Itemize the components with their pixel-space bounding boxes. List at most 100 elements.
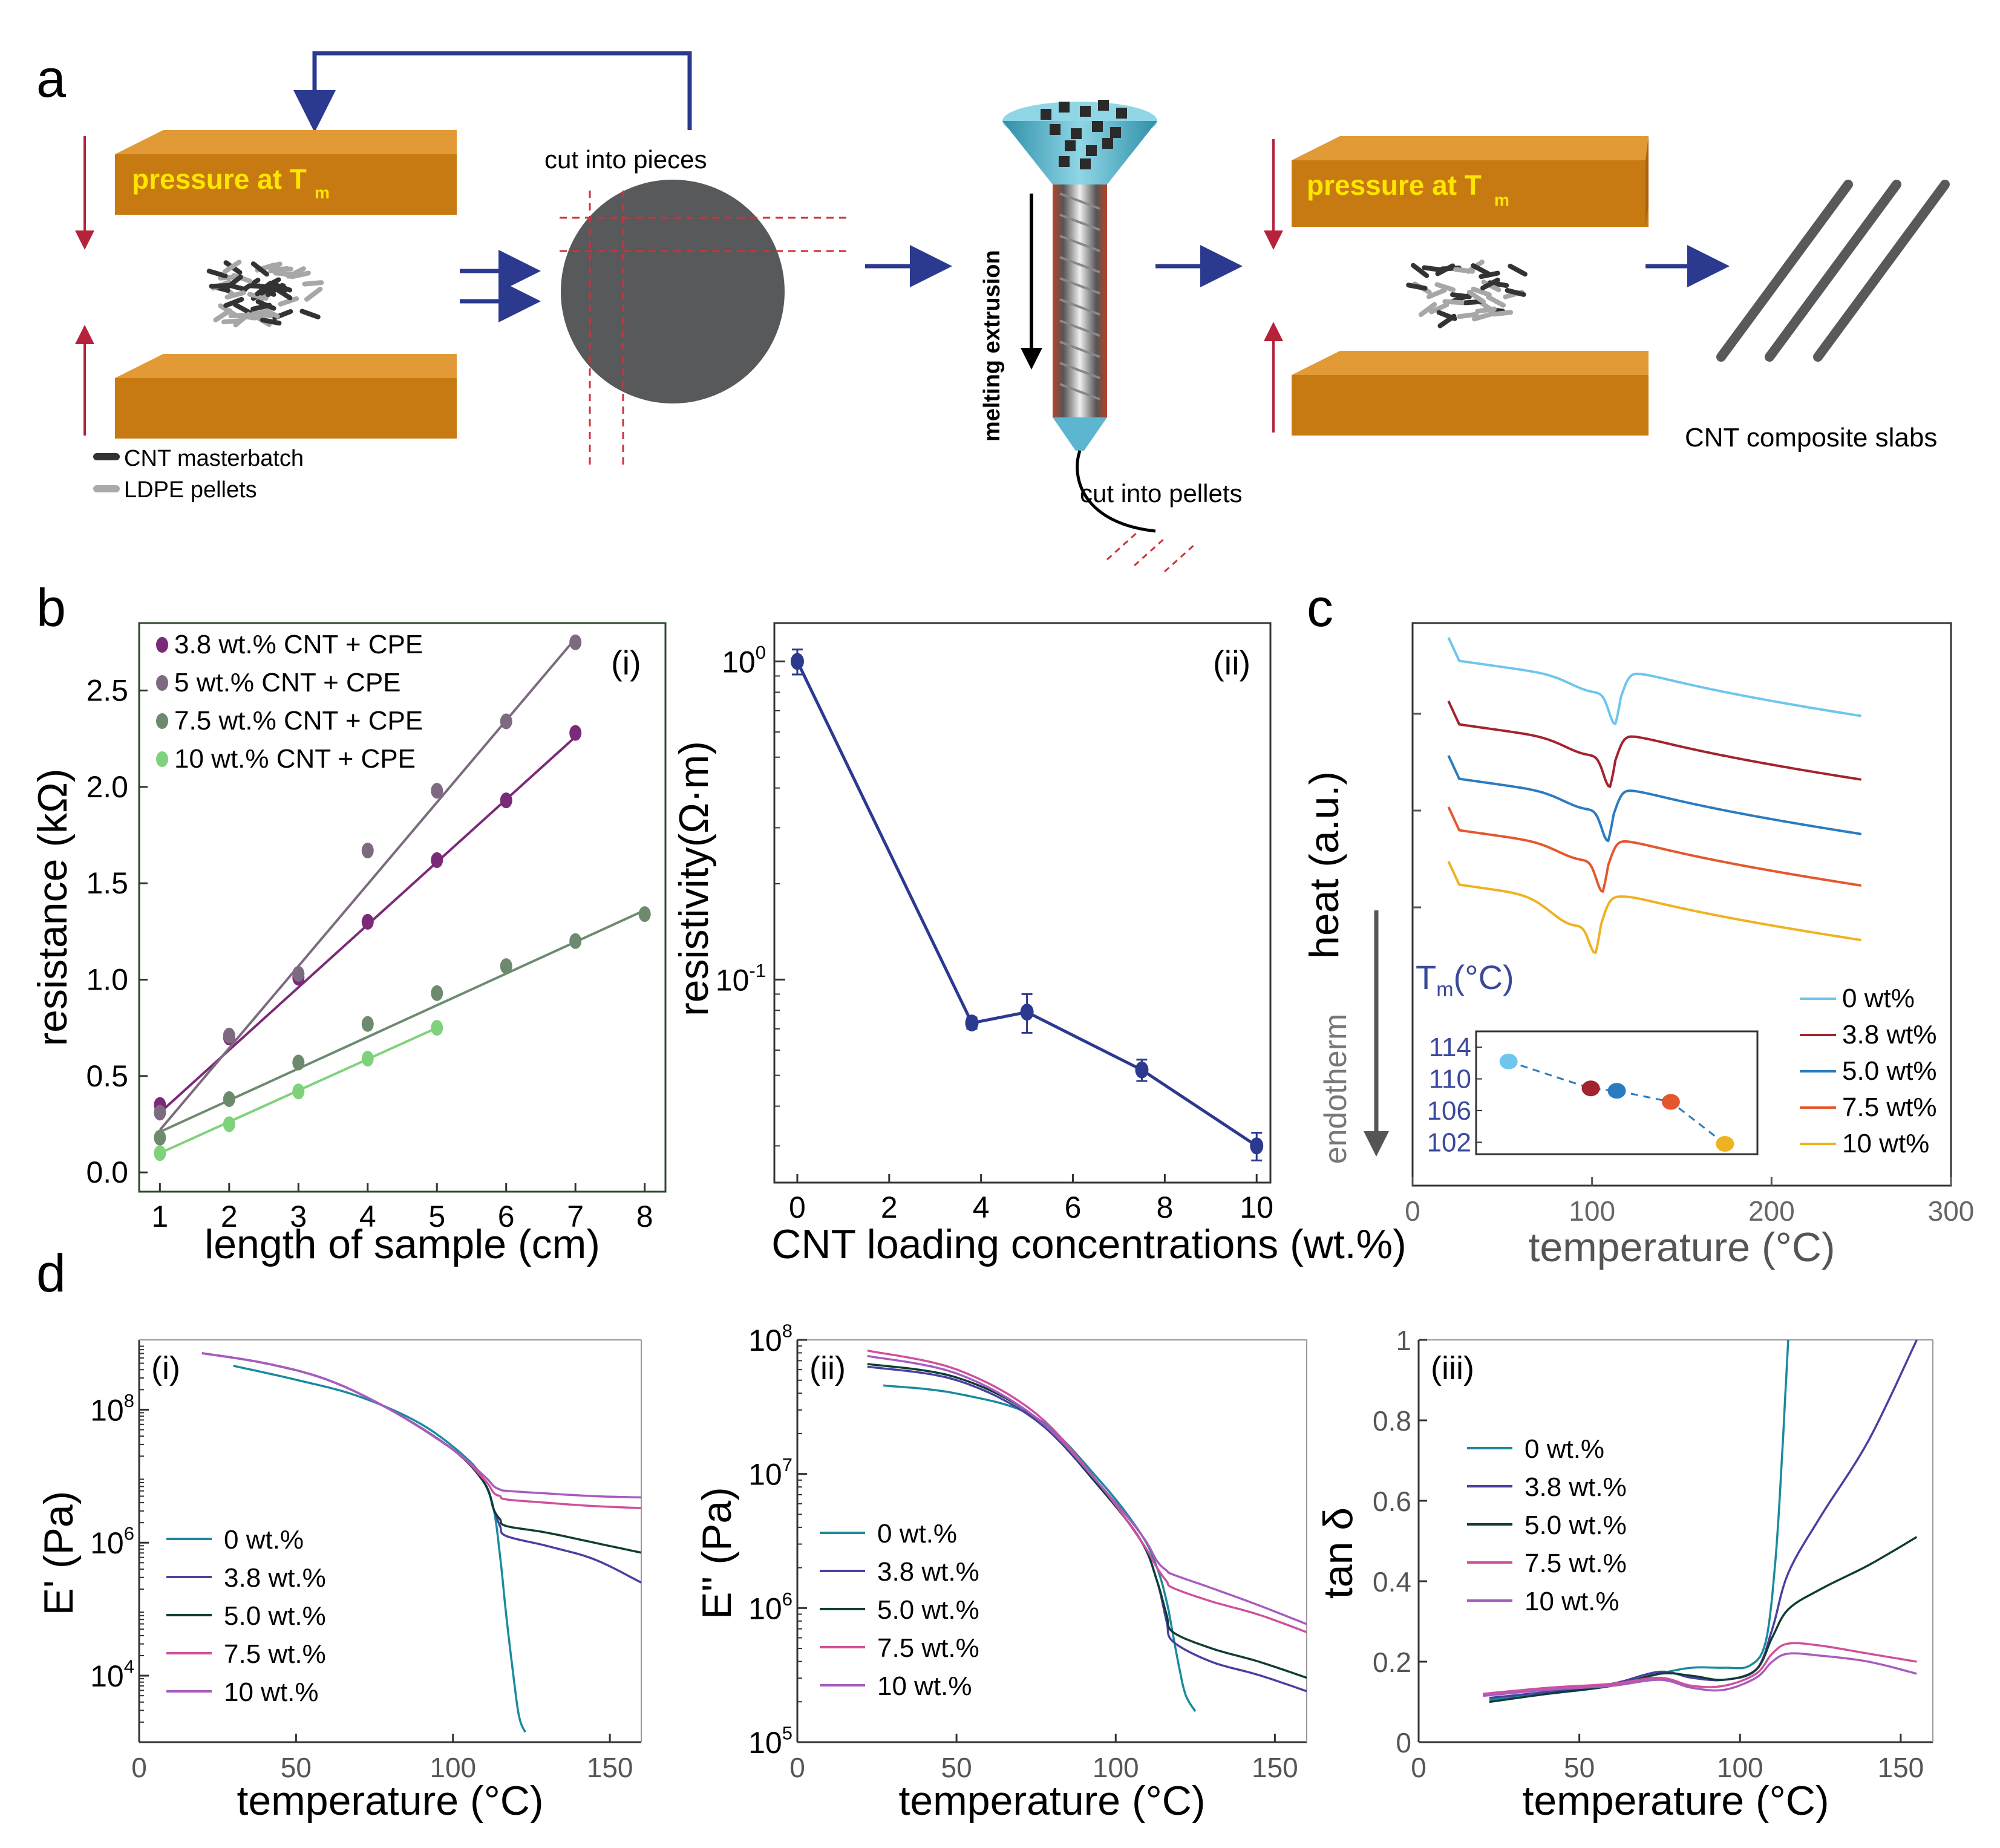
legend-label: 0 wt.% <box>224 1525 304 1555</box>
x-tick-label: 150 <box>1878 1752 1924 1783</box>
data-point <box>154 1105 166 1121</box>
composite-slabs <box>1716 180 1950 362</box>
y-tick-label: 2.5 <box>86 674 128 708</box>
cut-into-pellets-label: cut into pellets <box>1080 479 1243 508</box>
panel-label-b: b <box>36 578 66 638</box>
x-tick-label: 1 <box>151 1200 168 1233</box>
curves <box>201 1352 641 1733</box>
pellet <box>260 317 282 326</box>
data-point <box>223 1091 235 1108</box>
x-tick-label: 5 <box>428 1200 445 1233</box>
funnel-pellets <box>1041 100 1127 169</box>
y-axis-label: E' (Pa) <box>36 1491 82 1616</box>
plot-frame <box>1411 622 1952 1187</box>
funnel-pellet <box>1110 127 1121 138</box>
x-tick-label: 150 <box>1252 1752 1298 1783</box>
y-tick-label-exp: 6 <box>124 1523 134 1544</box>
pellet <box>278 296 299 307</box>
pellet-pile-right <box>1406 260 1528 328</box>
y-tick-label-exp: -1 <box>749 960 766 981</box>
funnel-pellet <box>1092 121 1103 132</box>
dsc-curve <box>1447 637 1862 725</box>
pellet <box>1426 287 1447 299</box>
pellet <box>1406 282 1428 291</box>
x-axis-label: temperature (°C) <box>898 1778 1205 1824</box>
cut-into-pieces-label: cut into pieces <box>544 145 707 174</box>
pellet <box>257 283 276 297</box>
y-tick-label: 0.2 <box>1373 1647 1411 1678</box>
y-tick-label-exp: 8 <box>124 1390 134 1411</box>
inset-title-unit: (°C) <box>1454 958 1514 996</box>
y-tick-label-exp: 0 <box>756 642 766 663</box>
pellet-pile-left <box>206 260 324 328</box>
data-point <box>223 1027 235 1043</box>
data-point <box>292 1083 305 1100</box>
y-tick-label: 0.4 <box>1373 1566 1411 1598</box>
x-axis-label: temperature (°C) <box>237 1778 543 1824</box>
funnel-pellet <box>1086 145 1097 156</box>
x-axis-label: temperature (°C) <box>1528 1224 1835 1270</box>
y-tick-label-base: 10 <box>716 963 750 997</box>
legend-label: 5.0 wt.% <box>877 1595 979 1625</box>
x-tick-label: 0 <box>1405 1195 1420 1227</box>
data-point <box>790 653 804 670</box>
legend-label: 7.5 wt.% CNT + CPE <box>174 706 423 736</box>
press-label-sub: m <box>315 183 330 202</box>
pellet <box>302 280 324 287</box>
panel-tag: (i) <box>151 1350 180 1386</box>
curves <box>867 1349 1307 1712</box>
pellet <box>255 299 276 311</box>
pellet <box>213 308 232 322</box>
data-point <box>292 1054 305 1071</box>
pellet <box>1466 289 1486 304</box>
y-tick-label: 104 <box>90 1656 134 1694</box>
pellet <box>232 302 253 316</box>
y-axis-label: tan δ <box>1315 1507 1361 1599</box>
slabs-label: CNT composite slabs <box>1685 423 1937 452</box>
pellet <box>1418 302 1437 318</box>
panel-label-a: a <box>36 48 66 108</box>
data-point <box>638 906 651 922</box>
panel-label-d: d <box>36 1243 66 1303</box>
pellet <box>223 296 244 309</box>
schematic-panel-a: pressure at T m CNT masterbatch LDPE pel… <box>75 51 1950 573</box>
y-tick-label: 100 <box>722 642 766 679</box>
melting-extrusion-label: melting extrusion <box>979 250 1005 442</box>
legend-label: 0 wt.% <box>877 1519 957 1549</box>
data-point <box>569 634 582 650</box>
series-line <box>867 1354 1307 1625</box>
x-tick-label: 100 <box>1093 1752 1139 1783</box>
pellet <box>273 286 293 301</box>
funnel-pellet <box>1116 108 1127 119</box>
press-top-left: pressure at T m <box>115 130 457 215</box>
y-tick-label-base: 10 <box>90 1659 124 1693</box>
inset-point <box>1581 1080 1600 1097</box>
plot-frame <box>773 622 1272 1184</box>
pellet <box>1453 267 1475 274</box>
press-top-right: pressure at T m <box>1292 136 1649 227</box>
y-tick-label: 10-1 <box>716 960 766 997</box>
inset-point <box>1607 1083 1626 1099</box>
y-tick-label-base: 10 <box>90 1526 124 1560</box>
press-bottom-left <box>115 354 457 439</box>
data-point <box>361 1051 374 1067</box>
funnel-pellet <box>1102 138 1113 149</box>
x-tick-label: 100 <box>1717 1752 1763 1783</box>
data-point <box>361 1016 374 1032</box>
data-point <box>569 725 582 741</box>
pellet <box>1411 263 1430 278</box>
inset-title-sub: m <box>1436 978 1453 1001</box>
legend-label: 7.5 wt.% <box>224 1639 326 1669</box>
y-tick-label: 1.5 <box>86 866 128 900</box>
pellet <box>271 281 293 293</box>
pellet <box>260 305 280 319</box>
x-tick-label: 0 <box>1411 1752 1426 1783</box>
funnel-pellet <box>1059 156 1070 167</box>
legend-label: 5.0 wt.% <box>1525 1510 1627 1540</box>
press-label: pressure at T <box>132 163 307 195</box>
legend-label: 5.0 wt% <box>1842 1056 1937 1086</box>
y-tick-label-base: 10 <box>748 1726 782 1760</box>
